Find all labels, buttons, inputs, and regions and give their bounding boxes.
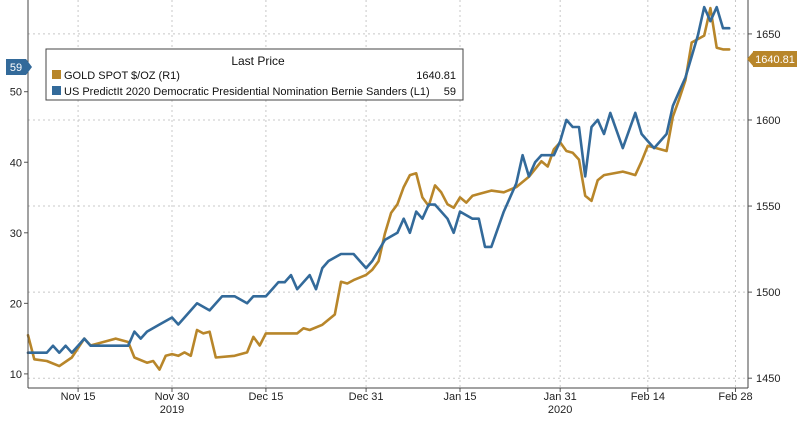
last-value-tags: 59 1640.81	[6, 51, 797, 75]
legend-label-gold: GOLD SPOT $/OZ (R1)	[64, 70, 180, 82]
series-line-sanders	[26, 5, 731, 355]
x-axis-tick-label: Jan 15	[443, 391, 476, 403]
axes: 1450 1500 1550 1600 1650 10 20 30 40 50 Nov 15 Nov …	[10, 0, 780, 416]
left-axis-tick-label: 20	[10, 298, 22, 310]
x-axis-tick-label: Feb 14	[631, 391, 665, 403]
series-lines	[26, 5, 731, 371]
right-axis-tick-label: 1650	[756, 29, 780, 41]
right-last-tag-text: 1640.81	[755, 54, 795, 66]
left-axis-tick-label: 10	[10, 369, 22, 381]
legend-box	[45, 48, 464, 101]
legend-swatch-gold	[52, 70, 61, 79]
grid	[28, 0, 748, 388]
legend-swatch-sanders	[52, 86, 61, 95]
legend-label-sanders: US PredictIt 2020 Democratic Presidentia…	[64, 86, 430, 98]
left-last-tag-pointer	[26, 59, 32, 75]
left-last-tag-box	[6, 59, 26, 75]
x-axis-year-label: 2020	[548, 404, 572, 416]
legend-title: Last Price	[231, 54, 285, 68]
legend-value-gold: 1640.81	[416, 70, 456, 82]
series-line-gold	[26, 6, 731, 371]
right-last-tag-pointer	[747, 52, 753, 66]
right-axis-tick-label: 1600	[756, 115, 780, 127]
x-axis-tick-label: Nov 30	[155, 391, 190, 403]
x-axis-tick-label: Feb 28	[718, 391, 752, 403]
legend: Last Price GOLD SPOT $/OZ (R1) 1640.81 U…	[45, 48, 464, 101]
x-axis-tick-label: Nov 15	[61, 391, 96, 403]
left-axis-tick-label: 30	[10, 228, 22, 240]
right-axis-tick-label: 1450	[756, 373, 780, 385]
left-axis-tick-label: 50	[10, 87, 22, 99]
left-last-tag-text: 59	[10, 62, 22, 74]
right-axis-tick-label: 1550	[756, 201, 780, 213]
right-axis-tick-label: 1500	[756, 287, 780, 299]
right-last-tag-box	[753, 51, 797, 67]
x-axis-year-label: 2019	[160, 404, 184, 416]
x-axis-tick-label: Dec 31	[349, 391, 384, 403]
legend-value-sanders: 59	[444, 86, 456, 98]
x-axis-tick-label: Dec 15	[248, 391, 283, 403]
left-axis-tick-label: 40	[10, 157, 22, 169]
x-axis-tick-label: Jan 31	[544, 391, 577, 403]
